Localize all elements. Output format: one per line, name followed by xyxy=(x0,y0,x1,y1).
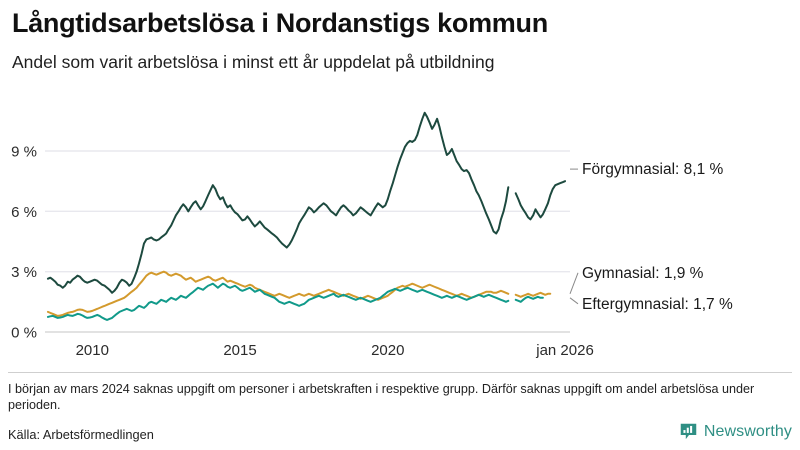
brand-logo: Newsworthy xyxy=(679,422,792,441)
series-label-eftergymnasial: Eftergymnasial: 1,7 % xyxy=(582,296,733,313)
series-line-eftergymnasial xyxy=(514,295,544,303)
series-label-förgymnasial: Förgymnasial: 8,1 % xyxy=(582,161,723,178)
x-axis-tick-labels: 2010 2015 2020 jan 2026 xyxy=(76,342,594,359)
chart-plot-area: 0 % 3 % 6 % 9 % 2010 2015 2020 jan 2026 Förgym… xyxy=(0,100,800,370)
gridlines-group xyxy=(45,150,570,333)
y-axis-tick-label: 9 % xyxy=(11,144,37,161)
y-axis-tick-label: 0 % xyxy=(11,325,37,342)
chart-subtitle: Andel som varit arbetslösa i minst ett å… xyxy=(12,52,495,72)
series-labels-group: Förgymnasial: 8,1 % Gymnasial: 1,9 % Efter… xyxy=(582,161,733,313)
y-axis-tick-labels: 0 % 3 % 6 % 9 % xyxy=(11,144,37,342)
page-title: Långtidsarbetslösa i Nordanstigs kommun xyxy=(12,8,548,38)
x-axis-tick-label: 2020 xyxy=(371,342,404,359)
x-axis-tick-label: jan 2026 xyxy=(535,342,594,359)
x-axis-tick-label: 2010 xyxy=(76,342,109,359)
leader-line xyxy=(569,297,579,305)
brand-name: Newsworthy xyxy=(703,422,792,440)
series-label-gymnasial: Gymnasial: 1,9 % xyxy=(582,265,704,282)
series-line-förgymnasial xyxy=(514,180,567,221)
chart-footer: I början av mars 2024 saknas uppgift om … xyxy=(0,372,800,450)
series-line-förgymnasial xyxy=(46,111,510,294)
series-lines-group xyxy=(46,111,567,321)
series-line-gymnasial xyxy=(46,270,510,317)
footnote-text: I början av mars 2024 saknas uppgift om … xyxy=(8,382,755,412)
y-axis-tick-label: 6 % xyxy=(11,204,37,221)
label-leader-lines xyxy=(569,168,579,305)
source-text: Källa: Arbetsförmedlingen xyxy=(8,427,154,442)
chart-header: Långtidsarbetslösa i Nordanstigs kommun … xyxy=(12,6,788,74)
series-line-gymnasial xyxy=(514,291,552,298)
y-axis-tick-label: 3 % xyxy=(11,264,37,281)
series-line-eftergymnasial xyxy=(46,282,510,321)
footer-divider xyxy=(8,372,792,373)
line-chart-svg: 0 % 3 % 6 % 9 % 2010 2015 2020 jan 2026 Förgym… xyxy=(11,111,733,359)
bar-chart-bubble-icon xyxy=(680,423,697,440)
x-axis-tick-label: 2015 xyxy=(223,342,256,359)
leader-line xyxy=(569,272,579,294)
